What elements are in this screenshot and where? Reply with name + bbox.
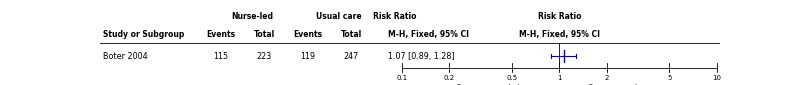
Text: M-H, Fixed, 95% CI: M-H, Fixed, 95% CI bbox=[388, 30, 470, 39]
Text: Events: Events bbox=[206, 30, 235, 39]
Text: Boter 2004: Boter 2004 bbox=[103, 52, 148, 61]
Text: 5: 5 bbox=[667, 75, 672, 81]
Text: 0.5: 0.5 bbox=[506, 75, 518, 81]
Text: 0.1: 0.1 bbox=[396, 75, 407, 81]
Text: Total: Total bbox=[341, 30, 362, 39]
Text: 119: 119 bbox=[300, 52, 315, 61]
Text: Favours nurse-led: Favours nurse-led bbox=[457, 84, 518, 85]
Text: 1: 1 bbox=[557, 75, 562, 81]
Text: Usual care: Usual care bbox=[316, 12, 362, 21]
Text: 0.2: 0.2 bbox=[444, 75, 455, 81]
Text: Events: Events bbox=[293, 30, 322, 39]
Text: Favours usual care: Favours usual care bbox=[590, 84, 655, 85]
Text: Risk Ratio: Risk Ratio bbox=[374, 12, 417, 21]
Text: Nurse-led: Nurse-led bbox=[231, 12, 273, 21]
Text: 115: 115 bbox=[214, 52, 229, 61]
Text: 247: 247 bbox=[343, 52, 358, 61]
Text: M-H, Fixed, 95% CI: M-H, Fixed, 95% CI bbox=[519, 30, 600, 39]
Text: 10: 10 bbox=[712, 75, 722, 81]
Text: Total: Total bbox=[254, 30, 275, 39]
Text: 223: 223 bbox=[257, 52, 272, 61]
Text: 1.07 [0.89, 1.28]: 1.07 [0.89, 1.28] bbox=[388, 52, 455, 61]
Text: 2: 2 bbox=[605, 75, 609, 81]
Text: Risk Ratio: Risk Ratio bbox=[538, 12, 581, 21]
Text: Study or Subgroup: Study or Subgroup bbox=[103, 30, 185, 39]
